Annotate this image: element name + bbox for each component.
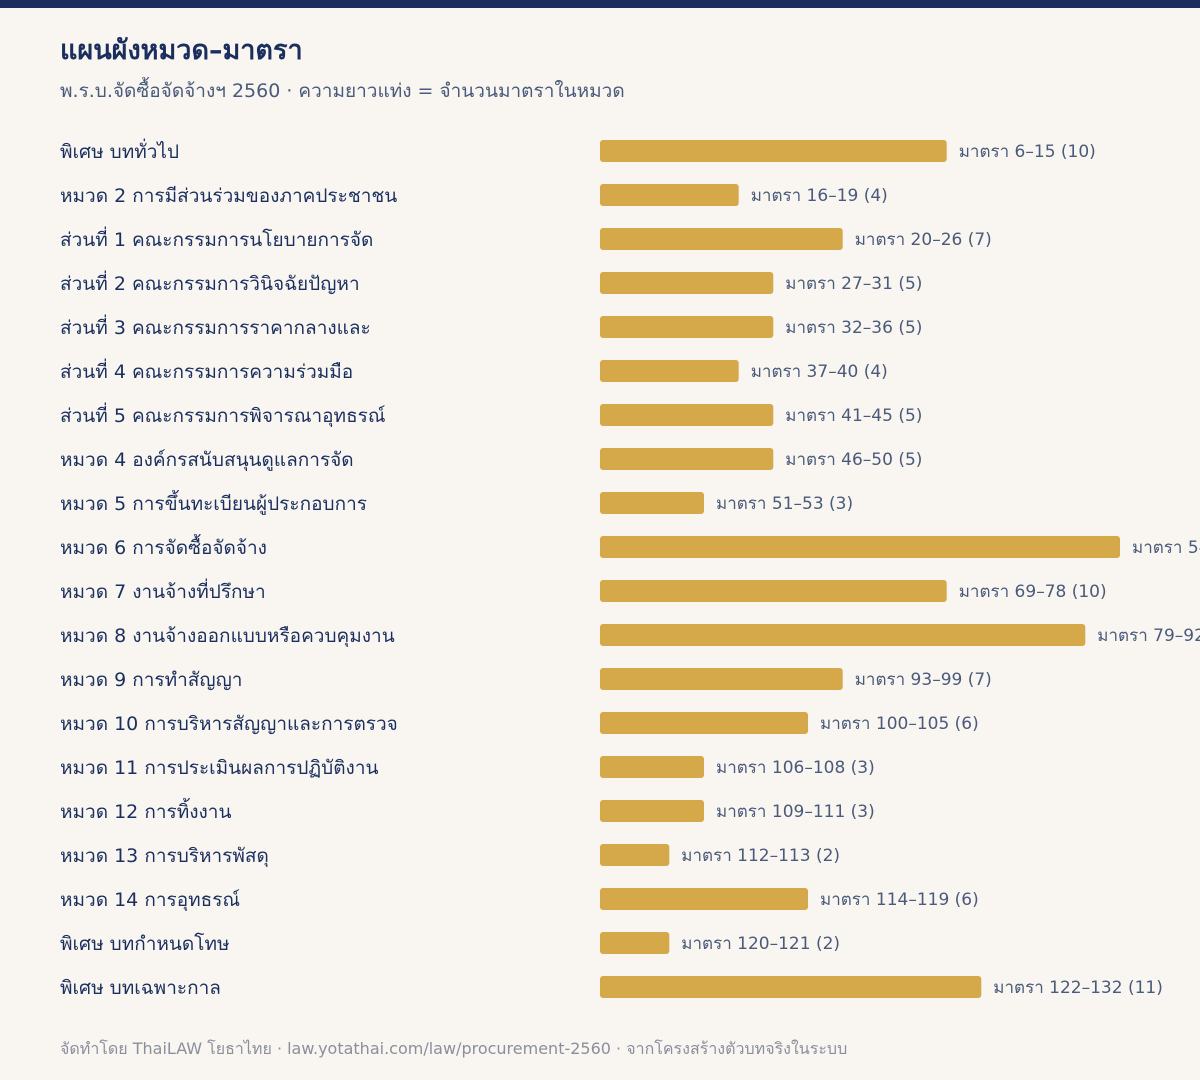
bar [600, 932, 670, 954]
bar [600, 448, 774, 470]
chart-title: แผนผังหมวด–มาตรา [60, 35, 303, 66]
category-label: หมวด 14 การอุทธรณ์ [60, 889, 240, 912]
category-label: หมวด 4 องค์กรสนับสนุนดูแลการจัด [60, 449, 354, 472]
value-label: มาตรา 114–119 (6) [820, 890, 979, 910]
value-label: มาตรา 122–132 (11) [993, 978, 1163, 998]
value-label: มาตรา 112–113 (2) [681, 846, 840, 866]
category-label: หมวด 5 การขึ้นทะเบียนผู้ประกอบการ [60, 490, 367, 515]
bar-row: หมวด 6 การจัดซื้อจัดจ้าง มาตรา 54–68 (15) [60, 534, 1200, 559]
bar-row: ส่วนที่ 2 คณะกรรมการวินิจฉัยปัญหา มาตรา 2… [60, 270, 922, 295]
bar-row: หมวด 11 การประเมินผลการปฏิบัติงาน มาตรา 1… [60, 756, 875, 779]
category-label: พิเศษ บททั่วไป [60, 138, 179, 163]
value-label: มาตรา 37–40 (4) [751, 362, 888, 382]
bar [600, 140, 947, 162]
value-label: มาตรา 16–19 (4) [751, 186, 888, 206]
category-label: พิเศษ บทเฉพาะกาล [60, 977, 221, 999]
bar-row: หมวด 4 องค์กรสนับสนุนดูแลการจัด มาตรา 46–… [60, 448, 922, 472]
bar [600, 668, 843, 690]
bar [600, 316, 774, 338]
bar-row: ส่วนที่ 4 คณะกรรมการความร่วมมือ มาตรา 37–… [60, 358, 888, 383]
bar-row: พิเศษ บททั่วไป มาตรา 6–15 (10) [60, 138, 1096, 163]
bar-row: ส่วนที่ 3 คณะกรรมการราคากลางและ มาตรา 32–… [60, 314, 922, 339]
bar [600, 184, 739, 206]
bar-row: หมวด 8 งานจ้างออกแบบหรือควบคุมงาน มาตรา 7… [60, 624, 1200, 648]
category-label: หมวด 8 งานจ้างออกแบบหรือควบคุมงาน [60, 625, 395, 648]
value-label: มาตรา 106–108 (3) [716, 758, 875, 778]
bar-row: หมวด 13 การบริหารพัสดุ มาตรา 112–113 (2) [60, 844, 840, 868]
value-label: มาตรา 20–26 (7) [855, 230, 992, 250]
value-label: มาตรา 32–36 (5) [785, 318, 922, 338]
category-label: หมวด 7 งานจ้างที่ปรึกษา [60, 578, 266, 603]
bar [600, 756, 704, 778]
value-label: มาตรา 79–92 (14) [1097, 626, 1200, 646]
bar [600, 844, 670, 866]
category-label: ส่วนที่ 1 คณะกรรมการนโยบายการจัด [60, 226, 373, 251]
bar [600, 580, 947, 602]
bar [600, 800, 704, 822]
category-label: พิเศษ บทกำหนดโทษ [60, 932, 230, 955]
bar [600, 228, 843, 250]
value-label: มาตรา 100–105 (6) [820, 714, 979, 734]
bar-row: ส่วนที่ 5 คณะกรรมการพิจารณาอุทธรณ์ มาตรา … [60, 402, 922, 428]
footer-credit: จัดทำโดย ThaiLAW โยธาไทย · law.yotathai.… [60, 1039, 848, 1058]
bar-row: พิเศษ บทกำหนดโทษ มาตรา 120–121 (2) [60, 932, 840, 955]
category-label: หมวด 11 การประเมินผลการปฏิบัติงาน [60, 757, 378, 779]
bar-row: หมวด 2 การมีส่วนร่วมของภาคประชาชน มาตรา 1… [60, 184, 888, 207]
value-label: มาตรา 6–15 (10) [959, 142, 1096, 162]
bar [600, 536, 1120, 558]
value-label: มาตรา 120–121 (2) [681, 934, 840, 954]
bar-row: หมวด 9 การทำสัญญา มาตรา 93–99 (7) [60, 668, 992, 691]
chart-subtitle: พ.ร.บ.จัดซื้อจัดจ้างฯ 2560 · ความยาวแท่ง… [60, 80, 625, 102]
value-label: มาตรา 69–78 (10) [959, 582, 1107, 602]
bar [600, 712, 808, 734]
category-label: ส่วนที่ 5 คณะกรรมการพิจารณาอุทธรณ์ [60, 402, 386, 428]
bar-row: ส่วนที่ 1 คณะกรรมการนโยบายการจัด มาตรา 20… [60, 226, 992, 251]
category-label: หมวด 2 การมีส่วนร่วมของภาคประชาชน [60, 185, 397, 207]
bar [600, 492, 704, 514]
value-label: มาตรา 46–50 (5) [785, 450, 922, 470]
category-label: ส่วนที่ 2 คณะกรรมการวินิจฉัยปัญหา [60, 270, 360, 295]
value-label: มาตรา 109–111 (3) [716, 802, 875, 822]
bar-row: หมวด 12 การทิ้งงาน มาตรา 109–111 (3) [60, 798, 875, 823]
bar-row: พิเศษ บทเฉพาะกาล มาตรา 122–132 (11) [60, 976, 1163, 999]
value-label: มาตรา 41–45 (5) [785, 406, 922, 426]
category-label: หมวด 13 การบริหารพัสดุ [60, 845, 269, 868]
bar-row: หมวด 10 การบริหารสัญญาและการตรวจ มาตรา 10… [60, 712, 979, 735]
value-label: มาตรา 93–99 (7) [855, 670, 992, 690]
bar [600, 272, 774, 294]
category-label: หมวด 9 การทำสัญญา [60, 669, 242, 691]
bar [600, 404, 774, 426]
category-label: หมวด 12 การทิ้งงาน [60, 798, 231, 823]
bar [600, 360, 739, 382]
top-accent-bar [0, 0, 1200, 8]
bar [600, 976, 982, 998]
bar-row: หมวด 14 การอุทธรณ์ มาตรา 114–119 (6) [60, 888, 979, 912]
value-label: มาตรา 51–53 (3) [716, 494, 853, 514]
value-label: มาตรา 54–68 (15) [1132, 538, 1200, 558]
bar-row: หมวด 5 การขึ้นทะเบียนผู้ประกอบการ มาตรา 5… [60, 490, 853, 515]
category-label: หมวด 10 การบริหารสัญญาและการตรวจ [60, 713, 398, 735]
bar-chart: พิเศษ บททั่วไป มาตรา 6–15 (10) หมวด 2 การม… [60, 138, 1200, 999]
category-label: หมวด 6 การจัดซื้อจัดจ้าง [60, 534, 267, 559]
bar [600, 624, 1086, 646]
value-label: มาตรา 27–31 (5) [785, 274, 922, 294]
category-label: ส่วนที่ 3 คณะกรรมการราคากลางและ [60, 314, 371, 339]
bar-row: หมวด 7 งานจ้างที่ปรึกษา มาตรา 69–78 (10) [60, 578, 1107, 603]
category-label: ส่วนที่ 4 คณะกรรมการความร่วมมือ [60, 358, 353, 383]
bar [600, 888, 808, 910]
